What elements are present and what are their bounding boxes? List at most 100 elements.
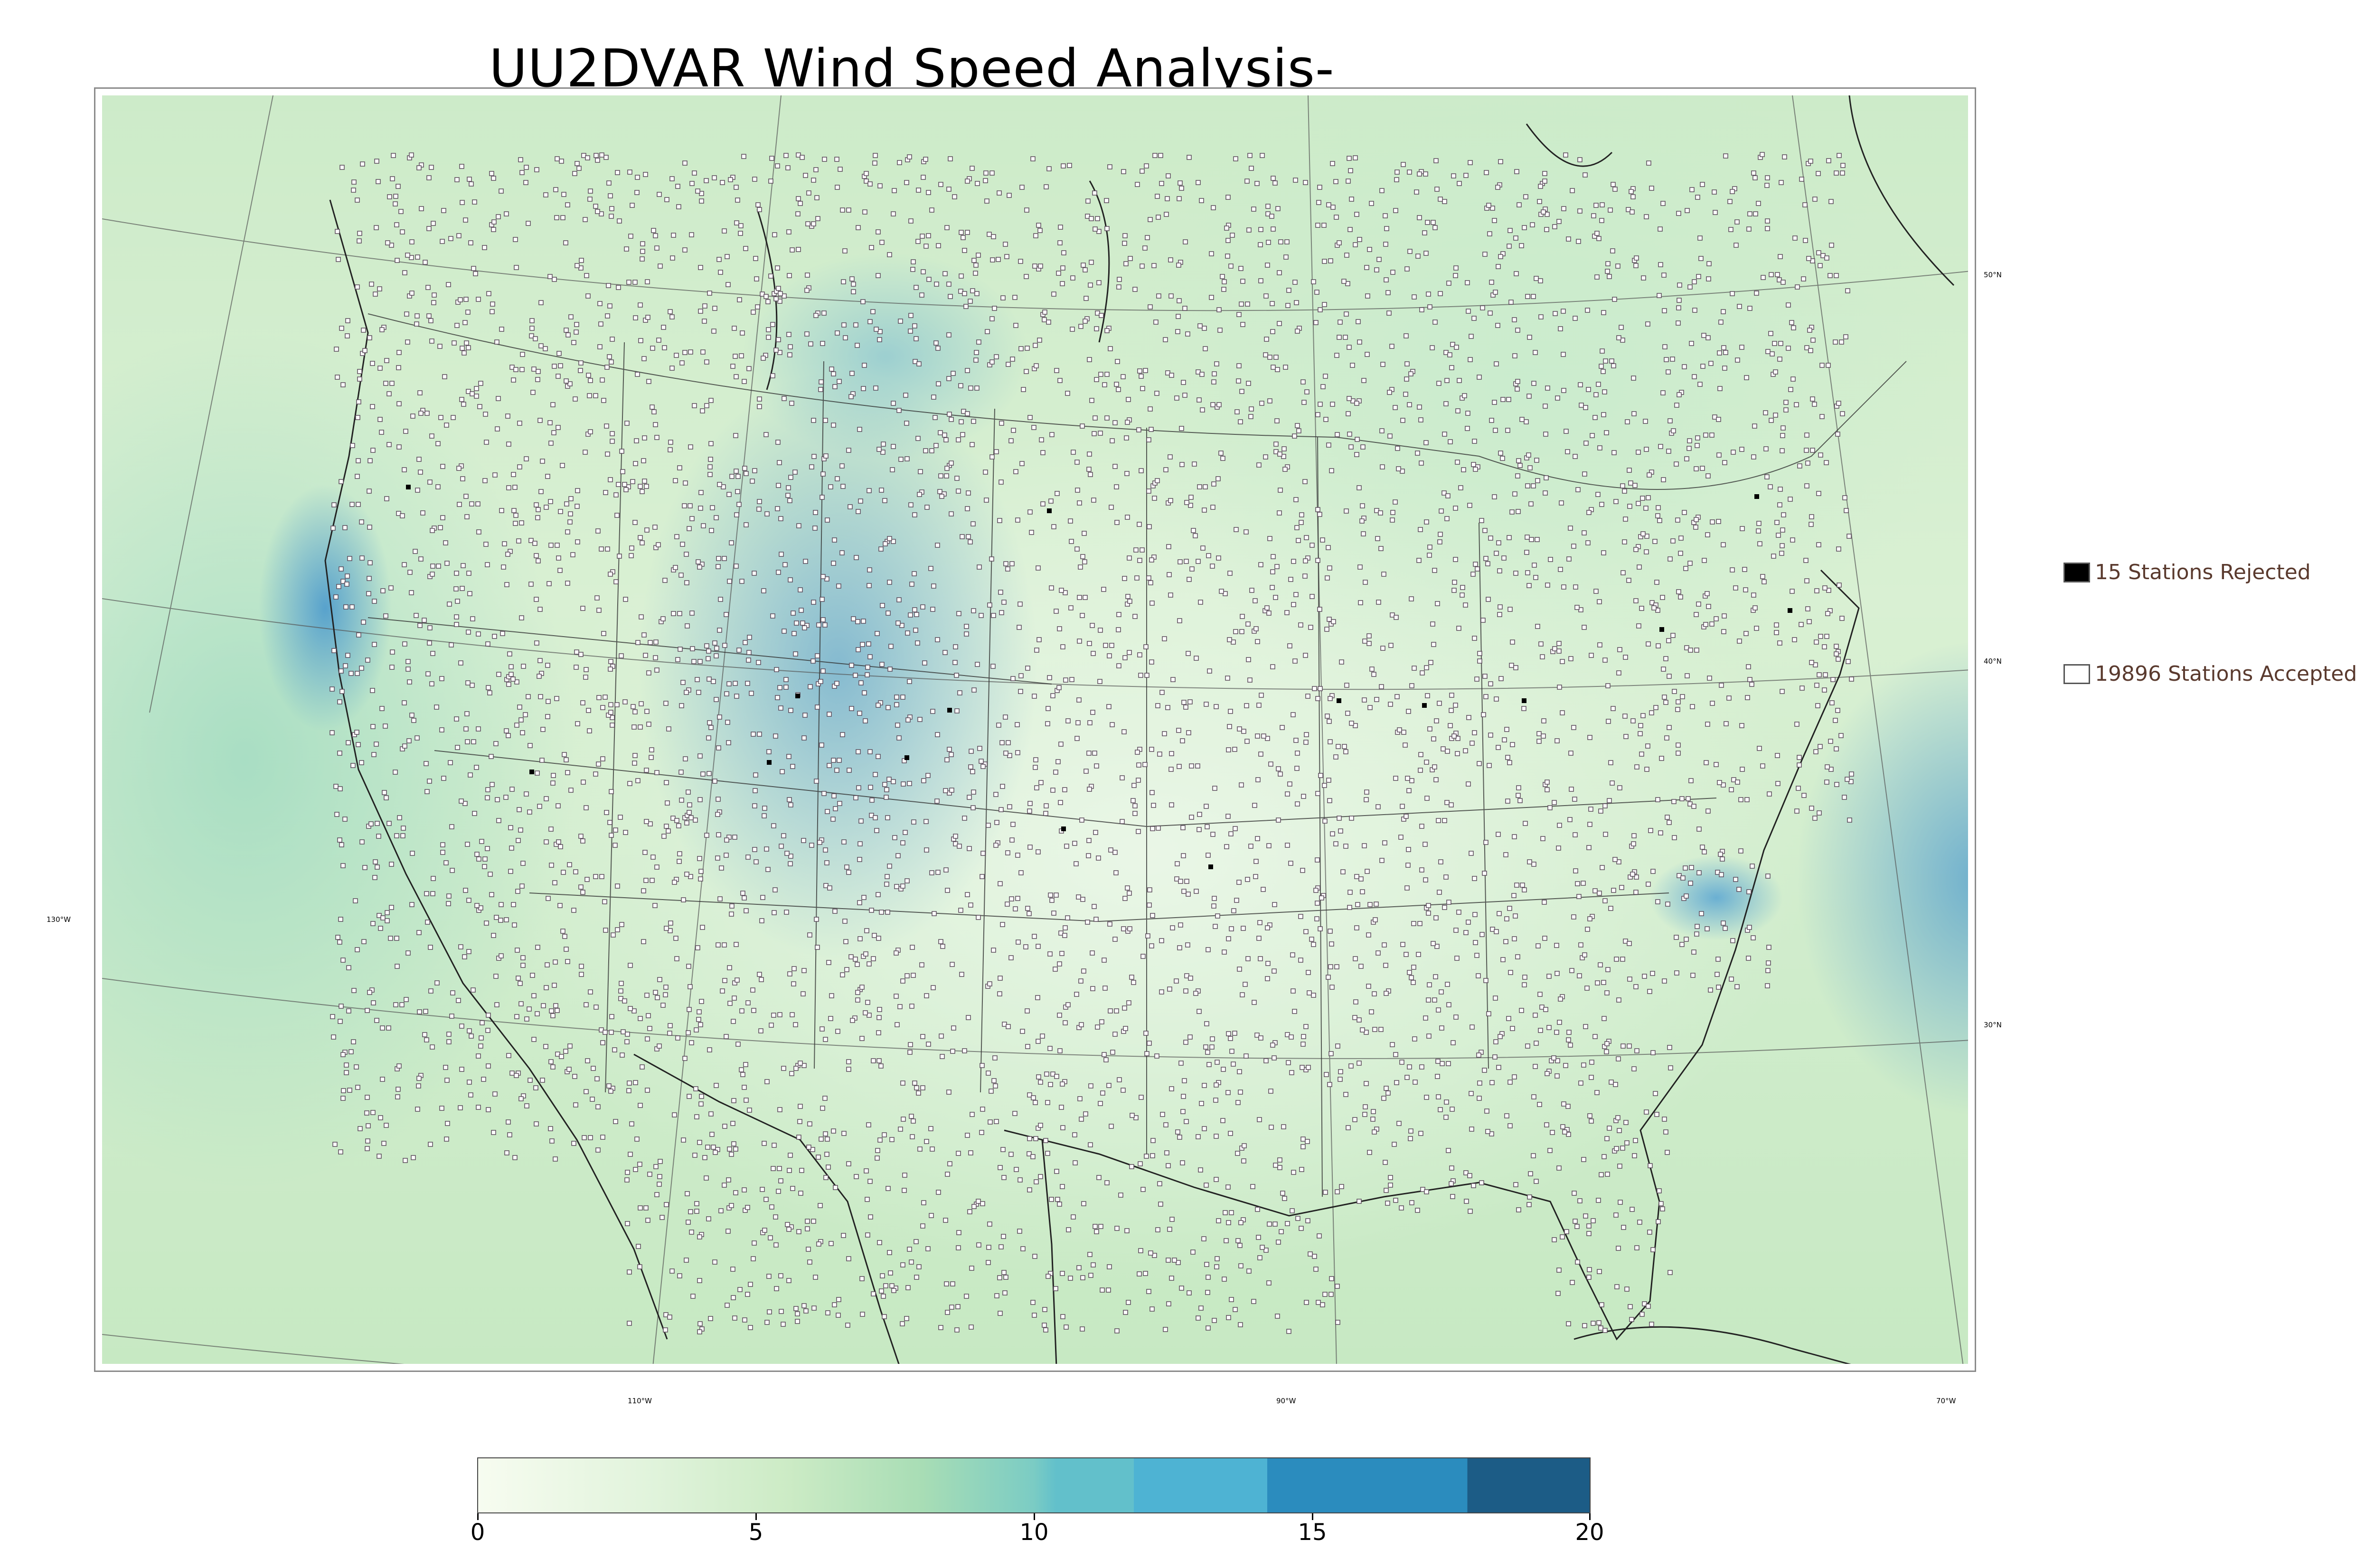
station-accepted-marker [1374, 901, 1379, 907]
station-accepted-marker [1091, 498, 1096, 503]
station-accepted-marker [609, 359, 614, 365]
station-accepted-marker [430, 1044, 435, 1050]
station-accepted-marker [734, 942, 739, 947]
station-accepted-marker [778, 291, 783, 296]
station-accepted-marker [1018, 689, 1023, 694]
station-accepted-marker [1122, 233, 1128, 238]
station-accepted-marker [1081, 263, 1086, 268]
station-accepted-marker [1525, 294, 1530, 299]
station-accepted-marker [458, 944, 463, 949]
station-accepted-marker [1775, 781, 1780, 786]
station-accepted-marker [1166, 544, 1171, 549]
station-accepted-marker [1301, 794, 1306, 799]
station-accepted-marker [556, 803, 561, 808]
station-accepted-marker [1674, 970, 1679, 976]
station-accepted-marker [1469, 334, 1474, 339]
lat-label-40n: 40°N [1984, 657, 2002, 666]
station-accepted-marker [879, 1288, 884, 1294]
station-accepted-marker [946, 1089, 951, 1095]
station-accepted-marker [524, 1103, 529, 1108]
station-accepted-marker [1427, 545, 1432, 550]
station-accepted-marker [1168, 454, 1173, 460]
station-accepted-marker [1237, 1069, 1242, 1074]
station-accepted-marker [1561, 584, 1566, 590]
station-accepted-marker [1615, 1115, 1620, 1120]
station-accepted-marker [1131, 980, 1136, 985]
station-accepted-marker [994, 1293, 999, 1298]
station-accepted-marker [1343, 1092, 1348, 1097]
station-accepted-marker [1366, 932, 1371, 938]
station-accepted-marker [1497, 568, 1502, 573]
station-accepted-marker [389, 862, 394, 867]
station-accepted-marker [1271, 176, 1276, 181]
station-accepted-marker [1494, 696, 1499, 702]
station-accepted-marker [1037, 228, 1043, 233]
station-accepted-marker [976, 1242, 981, 1248]
station-accepted-marker [671, 233, 676, 238]
station-accepted-marker [492, 472, 498, 478]
station-accepted-marker [595, 1104, 601, 1109]
station-accepted-marker [1206, 853, 1211, 858]
station-accepted-marker [443, 1065, 448, 1070]
station-accepted-marker [1665, 815, 1670, 820]
station-accepted-marker [633, 1167, 638, 1172]
station-accepted-marker [1544, 1122, 1549, 1127]
station-accepted-marker [489, 171, 494, 176]
station-accepted-marker [1818, 263, 1823, 268]
station-accepted-marker [953, 834, 958, 839]
station-accepted-marker [448, 760, 453, 765]
station-accepted-marker [595, 158, 600, 163]
station-accepted-marker [1409, 683, 1414, 688]
station-accepted-marker [1604, 990, 1610, 995]
station-accepted-marker [681, 1137, 686, 1143]
station-accepted-marker [894, 695, 899, 700]
station-accepted-marker [923, 819, 929, 824]
station-accepted-marker [485, 846, 490, 851]
station-accepted-marker [929, 870, 934, 875]
station-accepted-marker [1473, 467, 1478, 472]
station-accepted-marker [1608, 207, 1613, 213]
station-accepted-marker [887, 536, 892, 541]
station-accepted-marker [864, 171, 869, 176]
station-accepted-marker [1272, 902, 1277, 907]
station-accepted-marker [1597, 599, 1602, 604]
station-accepted-marker [1218, 451, 1224, 456]
station-accepted-marker [1561, 1101, 1566, 1107]
station-accepted-marker [612, 1047, 617, 1052]
station-accepted-marker [489, 892, 494, 897]
station-accepted-marker [565, 529, 570, 535]
station-accepted-marker [496, 672, 501, 677]
station-accepted-marker [1578, 1080, 1583, 1086]
station-accepted-marker [1133, 547, 1139, 553]
station-accepted-marker [964, 624, 969, 629]
station-accepted-marker [746, 366, 752, 371]
station-accepted-marker [1279, 1229, 1284, 1234]
station-accepted-marker [1638, 731, 1643, 736]
station-accepted-marker [1743, 631, 1749, 636]
station-accepted-marker [1406, 788, 1412, 793]
station-accepted-marker [415, 254, 420, 260]
station-accepted-marker [698, 1101, 704, 1107]
station-accepted-marker [697, 1140, 702, 1145]
station-accepted-marker [1814, 588, 1819, 593]
station-accepted-marker [757, 499, 762, 504]
station-accepted-marker [1652, 539, 1658, 544]
station-accepted-marker [1109, 505, 1114, 510]
station-accepted-marker [1073, 1160, 1078, 1165]
station-accepted-marker [632, 280, 638, 285]
station-accepted-marker [1385, 1201, 1390, 1206]
station-accepted-marker [478, 381, 483, 386]
map-frame[interactable] [94, 87, 1976, 1372]
station-accepted-marker [520, 730, 525, 735]
station-accepted-marker [815, 945, 820, 950]
station-accepted-marker [1434, 187, 1440, 192]
station-accepted-marker [1694, 931, 1699, 937]
station-accepted-marker [1323, 374, 1328, 379]
station-accepted-marker [1093, 830, 1098, 835]
station-accepted-marker [384, 1123, 389, 1128]
station-accepted-marker [1418, 527, 1423, 532]
station-accepted-marker [1482, 252, 1488, 257]
station-accepted-marker [1357, 339, 1362, 345]
station-accepted-marker [1000, 295, 1006, 300]
station-accepted-marker [1220, 274, 1225, 279]
